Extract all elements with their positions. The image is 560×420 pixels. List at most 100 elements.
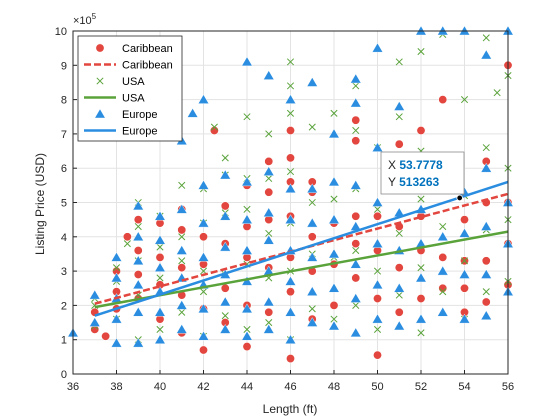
europe-point (371, 279, 384, 290)
datatip[interactable]: X 53.7778 Y 513263 (380, 151, 465, 202)
europe-point (284, 306, 297, 317)
y-exponent-label: ×105 (73, 12, 97, 27)
caribbean-point (481, 297, 491, 307)
usa-point (439, 288, 447, 296)
usa-point (460, 257, 469, 265)
caribbean-point (459, 283, 469, 293)
datatip-marker[interactable] (456, 194, 463, 202)
caribbean-point (329, 300, 339, 310)
legend-label: Caribbean (122, 60, 173, 72)
europe-point (328, 176, 340, 187)
caribbean-point (307, 232, 317, 242)
caribbean-point (416, 294, 426, 304)
caribbean-point (133, 270, 143, 280)
usa-point (221, 154, 229, 162)
y-tick-label: 2 (61, 300, 67, 312)
legend-label: USA (122, 93, 145, 105)
usa-point (178, 257, 186, 265)
legend-marker (95, 43, 105, 53)
x-tick-label: 46 (284, 381, 296, 393)
europe-point (306, 77, 318, 87)
europe-point (197, 303, 210, 314)
europe-point (263, 234, 275, 245)
europe-point (350, 179, 362, 190)
caribbean-point (285, 125, 295, 135)
y-axis-label: Listing Price (USD) (33, 153, 47, 255)
datatip-box (380, 151, 465, 195)
caribbean-point (372, 294, 382, 304)
europe-point (350, 97, 362, 108)
usa-point (112, 264, 121, 272)
usa-point (265, 318, 273, 327)
caribbean-point (264, 307, 274, 317)
europe-point (132, 200, 144, 211)
usa-point (265, 174, 273, 183)
caribbean-point (438, 252, 448, 262)
usa-point (243, 113, 251, 121)
usa-point (482, 34, 490, 42)
europe-point (393, 320, 405, 331)
europe-point (132, 337, 144, 348)
europe-point (241, 330, 253, 341)
x-tick-label: 38 (110, 381, 122, 393)
usa-point (286, 109, 295, 117)
usa-point (286, 82, 295, 90)
legend-label: USA (122, 76, 145, 88)
usa-point (417, 195, 425, 203)
usa-point (308, 198, 316, 207)
europe-point (154, 234, 166, 245)
europe-point (197, 94, 210, 104)
europe-point (350, 73, 362, 84)
caribbean-point (199, 232, 209, 242)
usa-point (482, 288, 490, 296)
europe-point (371, 197, 384, 207)
legend[interactable]: Caribbean Caribbean USA USA Europe Europe (77, 35, 183, 142)
europe-point (415, 272, 427, 283)
europe-point (415, 313, 427, 324)
europe-point (371, 42, 384, 53)
europe-point (328, 128, 340, 139)
europe-point (306, 251, 318, 262)
europe-point (458, 227, 471, 238)
caribbean-point (459, 215, 469, 225)
usa-point (417, 329, 425, 337)
usa-point (330, 315, 338, 323)
caribbean-point (351, 115, 361, 125)
caribbean-point (101, 331, 111, 341)
usa-point (460, 96, 469, 104)
europe-point (154, 306, 166, 317)
europe-point (154, 262, 166, 272)
usa-point (482, 144, 490, 152)
caribbean-point (394, 263, 404, 273)
europe-point (263, 296, 275, 307)
europe-point (241, 303, 253, 314)
europe-point (110, 313, 123, 324)
usa-point (395, 229, 403, 237)
datatip-x: X 53.7778 (388, 158, 443, 172)
usa-point (352, 82, 360, 90)
usa-point (330, 195, 338, 203)
europe-point (458, 313, 471, 324)
europe-point (350, 293, 362, 303)
x-tick-label: 52 (415, 381, 427, 393)
europe-point (197, 330, 210, 341)
usa-point (178, 233, 186, 241)
europe-point (371, 313, 384, 324)
usa-point (221, 312, 229, 320)
usa-point (493, 89, 501, 97)
europe-point (219, 324, 231, 334)
x-tick-label: 54 (458, 381, 470, 393)
europe-point (263, 207, 275, 217)
europe-point (350, 258, 362, 269)
usa-point (156, 325, 164, 333)
usa-point (352, 301, 360, 309)
y-tick-label: 9 (61, 60, 67, 72)
legend-marker (96, 77, 104, 85)
usa-point (308, 305, 316, 313)
caribbean-point (264, 187, 274, 197)
usa-point (373, 267, 382, 275)
usa-point (123, 240, 131, 248)
europe-point (176, 203, 188, 214)
caribbean-point (394, 139, 404, 149)
